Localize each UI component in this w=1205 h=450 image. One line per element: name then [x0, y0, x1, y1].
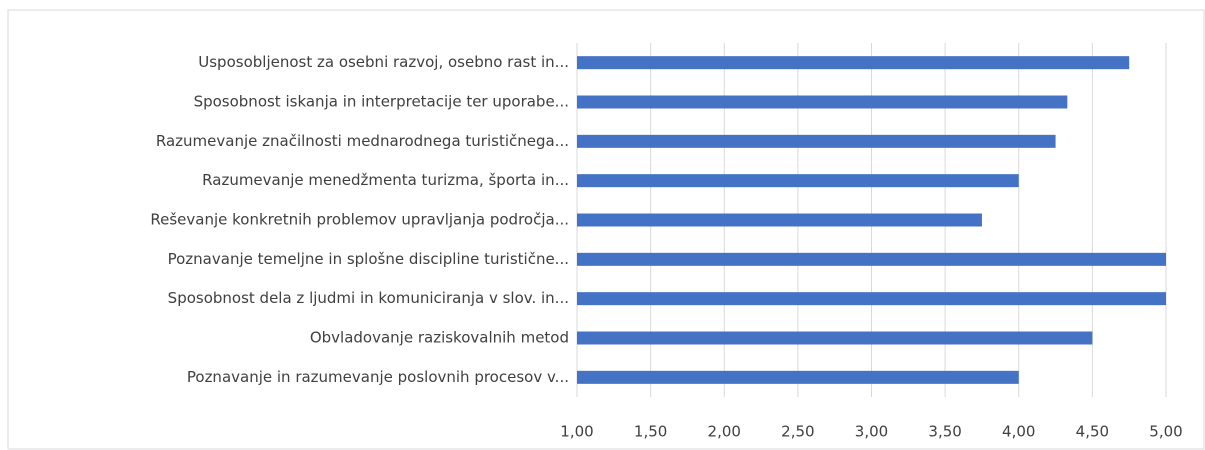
y-tick-label: Razumevanje menedžmenta turizma, športa … [202, 171, 569, 189]
x-tick-label: 3,00 [855, 423, 888, 441]
y-tick-label: Poznavanje temeljne in splošne disciplin… [168, 250, 569, 268]
x-tick-label: 2,00 [708, 423, 741, 441]
x-tick-label: 2,50 [781, 423, 814, 441]
x-tick-label: 1,50 [634, 423, 667, 441]
bar [577, 56, 1130, 70]
y-tick-label: Reševanje konkretnih problemov upravljan… [150, 211, 569, 229]
x-tick-label: 4,00 [1002, 423, 1035, 441]
y-tick-label: Poznavanje in razumevanje poslovnih proc… [187, 368, 569, 386]
bar [577, 292, 1166, 306]
y-tick-label: Sposobnost iskanja in interpretacije ter… [194, 93, 569, 111]
bar [577, 174, 1019, 188]
bar [577, 252, 1166, 266]
bar [577, 134, 1056, 148]
bar [577, 213, 982, 227]
y-tick-label: Obvladovanje raziskovalnih metod [310, 329, 569, 347]
y-tick-label: Sposobnost dela z ljudmi in komuniciranj… [168, 289, 569, 307]
bar [577, 95, 1068, 109]
y-tick-label: Razumevanje značilnosti mednarodnega tur… [156, 132, 569, 150]
x-tick-label: 1,00 [560, 423, 593, 441]
y-tick-label: Usposobljenost za osebni razvoj, osebno … [198, 53, 569, 71]
bar [577, 331, 1093, 345]
bar [577, 370, 1019, 384]
x-tick-label: 4,50 [1076, 423, 1109, 441]
x-tick-label: 5,00 [1149, 423, 1182, 441]
x-tick-label: 3,50 [928, 423, 961, 441]
